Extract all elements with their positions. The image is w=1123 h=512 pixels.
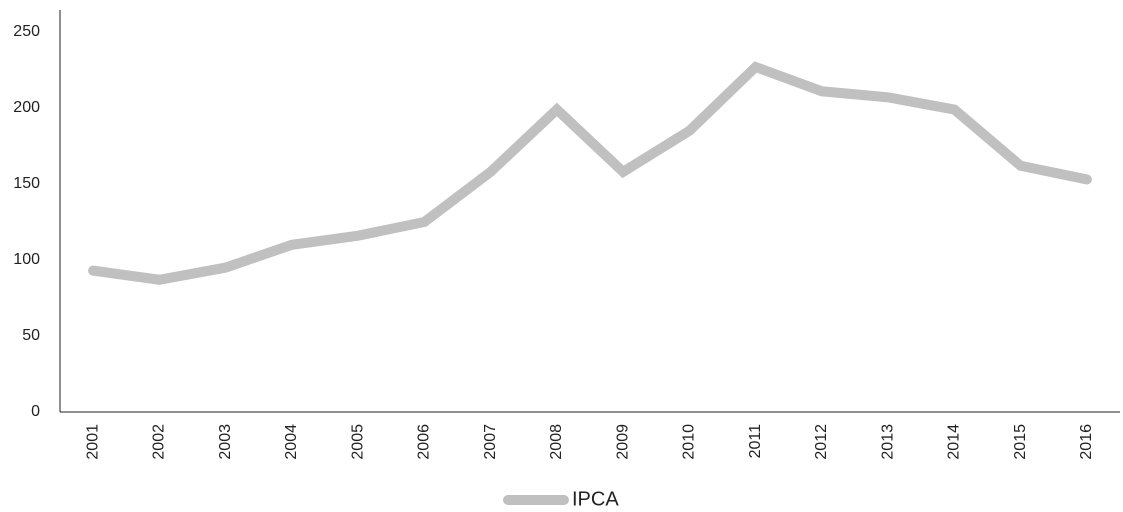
x-tick-label: 2014 [946, 424, 963, 460]
x-tick-label: 2006 [416, 424, 433, 460]
x-tick-label: 2004 [283, 424, 300, 460]
y-tick-label: 200 [13, 99, 40, 116]
x-tick-label: 2015 [1012, 424, 1029, 460]
y-tick-label: 250 [13, 23, 40, 40]
x-tick-label: 2001 [84, 424, 101, 460]
y-tick-label: 150 [13, 175, 40, 192]
x-tick-label: 2013 [879, 424, 896, 460]
line-series [88, 61, 1092, 285]
x-tick-label: 2016 [1078, 424, 1095, 460]
x-tick-label: 2010 [681, 424, 698, 460]
y-tick-label: 50 [22, 327, 40, 344]
x-tick-label: 2008 [548, 424, 565, 460]
x-tick-label: 2002 [151, 424, 168, 460]
x-tick-label: 2007 [482, 424, 499, 460]
x-tick-label: 2011 [747, 424, 764, 459]
legend-label: IPCA [572, 488, 619, 510]
x-tick-label: 2003 [217, 424, 234, 460]
y-tick-label: 0 [31, 403, 40, 420]
y-tick-label: 100 [13, 251, 40, 268]
x-tick-label: 2009 [614, 424, 631, 460]
x-tick-label: 2012 [813, 424, 830, 460]
x-tick-label: 2005 [349, 424, 366, 460]
